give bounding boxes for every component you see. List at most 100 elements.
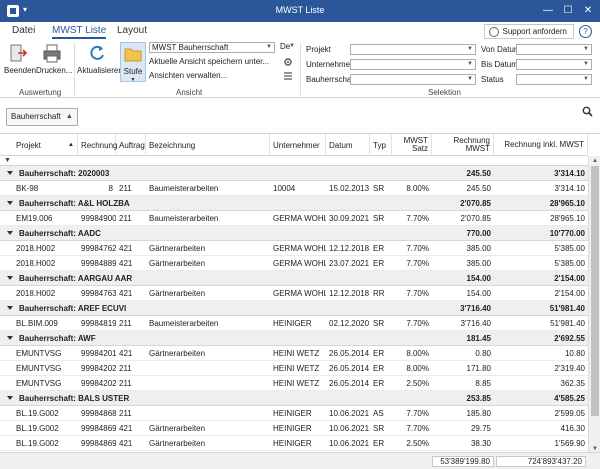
total-rechnung-inkl-mwst: 724'893'437.20 — [496, 456, 586, 467]
group-row-total-sum: 51'981.40 — [549, 304, 585, 313]
table-cell: 8.00% — [406, 364, 429, 373]
tab-mwst-liste[interactable]: MWST Liste — [52, 25, 107, 39]
table-cell: 416.30 — [560, 424, 585, 433]
aktualisieren-button[interactable]: Aktualisieren — [77, 42, 123, 75]
minimize-button[interactable]: — — [543, 5, 553, 16]
group-row[interactable]: Bauherrschaft: AREF ECUVI 3'716.40 51'981.… — [0, 301, 588, 316]
table-cell: 26.05.2014 — [329, 379, 370, 388]
col-header-rechnung[interactable]: Rechnung — [78, 134, 117, 156]
expand-group-icon[interactable] — [7, 276, 13, 280]
beenden-button[interactable]: Beenden — [4, 42, 36, 75]
expand-group-icon[interactable] — [7, 306, 13, 310]
von-datum-field[interactable]: ▼ — [516, 44, 592, 55]
table-cell: 7.70% — [406, 409, 429, 418]
support-button[interactable]: Support anfordern — [483, 24, 574, 39]
table-cell: Gärtnerarbeiten — [149, 349, 206, 358]
quick-access-dropdown[interactable]: ▾ — [23, 5, 28, 14]
group-row-total-sum: 2'692.55 — [554, 334, 585, 343]
scrollbar-thumb[interactable] — [591, 166, 599, 416]
app-icon — [7, 5, 19, 17]
table-row[interactable]: 2018.H002 99984763 421 Gärtnerarbeiten GERMA… — [0, 286, 588, 301]
bauherrschaft-label: Bauherrschaft — [306, 75, 356, 84]
scroll-up-icon[interactable]: ▲ — [592, 158, 598, 164]
table-row[interactable]: BL.19.G002 99984868 211 HEINIGER 10.06.2021 A… — [0, 406, 588, 421]
maximize-button[interactable]: ☐ — [563, 5, 573, 16]
expand-group-icon[interactable] — [7, 396, 13, 400]
table-cell: Gärtnerarbeiten — [149, 424, 206, 433]
group-row-mwst-sum: 245.50 — [466, 169, 491, 178]
table-row[interactable]: 2018.H002 99984762 421 Gärtnerarbeiten GERMA… — [0, 241, 588, 256]
columns-settings-icon[interactable] — [283, 71, 293, 81]
table-row[interactable]: EMUNTVSG 99984202 211 HEINI WETZ 26.05.2014 E… — [0, 376, 588, 391]
table-cell: 211 — [119, 379, 132, 388]
table-cell: EM19.006 — [16, 214, 53, 223]
expand-group-icon[interactable] — [7, 336, 13, 340]
table-row[interactable]: BL.19.G002 99984869 421 Gärtnerarbeiten HEIN… — [0, 436, 588, 451]
group-row-title: Bauherrschaft: AREF ECUVI — [19, 304, 127, 313]
table-cell: 99984202 — [81, 379, 116, 388]
settings-icon[interactable] — [283, 57, 293, 67]
unternehmer-select[interactable]: ▼ — [350, 59, 476, 70]
language-select[interactable]: De ▼ — [278, 42, 297, 53]
table-cell: 2018.H002 — [16, 259, 56, 268]
table-cell: 30.09.2021 — [329, 214, 370, 223]
table-row[interactable]: 2018.H002 99984889 421 Gärtnerarbeiten GERMA… — [0, 256, 588, 271]
table-row[interactable]: EMUNTVSG 99984201 421 Gärtnerarbeiten HEINI … — [0, 346, 588, 361]
group-row-total-sum: 2'154.00 — [554, 274, 585, 283]
bauherrschaft-select[interactable]: ▼ — [350, 74, 476, 85]
tab-datei[interactable]: Datei — [12, 25, 36, 36]
group-row[interactable]: Bauherrschaft: AARGAU AAR 154.00 2'154.00 — [0, 271, 588, 286]
save-view-link[interactable]: Aktuelle Ansicht speichern unter... — [149, 57, 270, 66]
col-header-bezeichnung[interactable]: Bezeichnung — [146, 134, 270, 156]
table-cell: Baumeisterarbeiten — [149, 184, 219, 193]
data-grid: Projekt ▲ Rechnung Auftrag Bezeichnung U… — [0, 134, 600, 469]
expand-group-icon[interactable] — [7, 171, 13, 175]
view-select[interactable]: MWST Bauherrschaft ▼ — [149, 42, 275, 53]
table-cell: ER — [373, 439, 385, 448]
group-row-mwst-sum: 154.00 — [466, 274, 491, 283]
drucken-button[interactable]: Drucken... — [36, 42, 72, 75]
group-row[interactable]: Bauherrschaft: A&L HOLZBA 2'070.85 28'965.… — [0, 196, 588, 211]
table-cell: HEINI WETZ — [273, 379, 320, 388]
col-header-datum[interactable]: Datum — [326, 134, 370, 156]
chevron-down-icon: ▼ — [467, 46, 473, 52]
language-value: De — [280, 42, 291, 51]
group-row[interactable]: Bauherrschaft: 2020003 245.50 3'314.10 — [0, 166, 588, 181]
status-select[interactable]: ▼ — [516, 74, 592, 85]
col-header-mwst-satz[interactable]: MWST Satz — [392, 134, 432, 156]
search-icon[interactable] — [582, 106, 593, 117]
bis-datum-field[interactable]: ▼ — [516, 59, 592, 70]
expand-group-icon[interactable] — [7, 231, 13, 235]
vertical-scrollbar[interactable]: ▲ ▼ — [588, 156, 600, 454]
stufe-dropdown-icon: ▾ — [131, 77, 135, 83]
table-cell: 385.00 — [466, 259, 491, 268]
col-header-label: Projekt — [16, 140, 41, 150]
help-button[interactable]: ? — [579, 25, 592, 38]
col-header-rechnung-inkl-mwst[interactable]: Rechnung inkl. MWST — [494, 134, 588, 156]
group-row[interactable]: Bauherrschaft: AWF 181.45 2'692.55 — [0, 331, 588, 346]
table-cell: Gärtnerarbeiten — [149, 439, 206, 448]
expand-group-icon[interactable] — [7, 201, 13, 205]
grid-rows: Bauherrschaft: 2020003 245.50 3'314.10 BK-9… — [0, 166, 588, 454]
tab-layout[interactable]: Layout — [117, 25, 148, 36]
group-row[interactable]: Bauherrschaft: BALS USTER 253.85 4'585.25 — [0, 391, 588, 406]
table-cell: Gärtnerarbeiten — [149, 244, 206, 253]
col-header-auftrag[interactable]: Auftrag — [116, 134, 146, 156]
table-row[interactable]: EM19.006 99984900 211 Baumeisterarbeiten GER… — [0, 211, 588, 226]
group-chip-bauherrschaft[interactable]: Bauherrschaft ▲ — [6, 108, 78, 126]
stufe-button[interactable]: Stufe ▾ — [120, 42, 146, 83]
manage-views-link[interactable]: Ansichten verwalten... — [149, 71, 228, 80]
table-row[interactable]: BK-98 8 211 Baumeisterarbeiten 10004 15.02.20… — [0, 181, 588, 196]
scroll-down-icon[interactable]: ▼ — [592, 446, 598, 452]
filter-row[interactable]: ▼ — [0, 156, 588, 166]
col-header-rechnung-mwst[interactable]: Rechnung MWST — [432, 134, 494, 156]
close-button[interactable]: ✕ — [583, 5, 593, 16]
col-header-projekt[interactable]: Projekt ▲ — [13, 134, 78, 156]
col-header-unternehmer[interactable]: Unternehmer — [270, 134, 326, 156]
projekt-select[interactable]: ▼ — [350, 44, 476, 55]
table-row[interactable]: EMUNTVSG 99984202 211 HEINI WETZ 26.05.2014 E… — [0, 361, 588, 376]
col-header-typ[interactable]: Typ — [370, 134, 392, 156]
table-row[interactable]: BL.19.G002 99984869 421 Gärtnerarbeiten HEIN… — [0, 421, 588, 436]
group-row[interactable]: Bauherrschaft: AADC 770.00 10'770.00 — [0, 226, 588, 241]
table-row[interactable]: BL.BIM.009 99984819 211 Baumeisterarbeiten H… — [0, 316, 588, 331]
